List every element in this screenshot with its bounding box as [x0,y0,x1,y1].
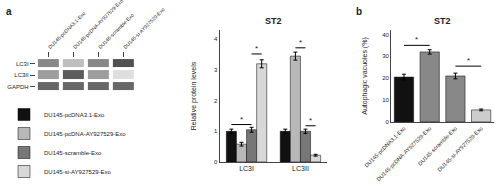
svg-text:1: 1 [214,128,218,134]
svg-text:20: 20 [382,75,389,81]
svg-text:*: * [255,44,258,53]
svg-text:3: 3 [214,67,218,73]
svg-text:DU145-pcDNA3.1-Exo: DU145-pcDNA3.1-Exo [44,112,105,118]
svg-text:DU145-si-AY927529-Exo: DU145-si-AY927529-Exo [436,125,484,173]
svg-text:0: 0 [386,119,390,125]
svg-text:DU145-scramble-Exo: DU145-scramble-Exo [44,150,102,156]
svg-text:*: * [240,115,243,124]
svg-text:*: * [467,56,470,65]
svg-text:Autophagic vacuoles (%): Autophagic vacuoles (%) [361,37,369,114]
svg-text:LC3II: LC3II [292,165,309,172]
svg-text:b: b [356,6,362,17]
svg-text:4: 4 [214,36,218,42]
svg-text:30: 30 [382,53,389,59]
svg-text:DU145-si-AY927529-Exo: DU145-si-AY927529-Exo [44,169,112,175]
svg-text:DU145-scramble-Exo: DU145-scramble-Exo [417,125,458,166]
svg-text:DU145-pcDNA3.1-Exo: DU145-pcDNA3.1-Exo [47,10,87,50]
svg-text:a: a [6,6,12,17]
svg-text:ST2: ST2 [265,16,282,26]
svg-text:*: * [299,38,302,47]
svg-text:ST2: ST2 [434,16,451,26]
svg-text:DU145-pcDNA-AY927529-Exo: DU145-pcDNA-AY927529-Exo [44,131,126,137]
svg-text:DU145-pcDNA-AY927529-Exo: DU145-pcDNA-AY927529-Exo [375,125,432,182]
svg-text:0: 0 [214,159,218,165]
svg-text:*: * [309,116,312,125]
svg-text:40: 40 [382,32,389,38]
svg-text:DU145-scramble-Exo: DU145-scramble-Exo [97,12,135,50]
svg-text:LC3I: LC3I [16,61,29,67]
svg-text:Relative protein levels: Relative protein levels [190,61,198,130]
svg-text:10: 10 [382,97,389,103]
svg-text:GAPDH: GAPDH [7,84,28,90]
svg-text:DU145-pcDNA-AY927529-Exo: DU145-pcDNA-AY927529-Exo [72,0,124,50]
svg-text:LC3I: LC3I [239,165,254,172]
svg-text:*: * [415,35,418,44]
svg-text:DU145-si-AY927529-Exo: DU145-si-AY927529-Exo [122,6,166,50]
svg-text:2: 2 [214,98,218,104]
svg-text:DU145-pcDNA3.1-Exo: DU145-pcDNA3.1-Exo [363,125,406,168]
svg-text:LC3II: LC3II [14,72,29,78]
